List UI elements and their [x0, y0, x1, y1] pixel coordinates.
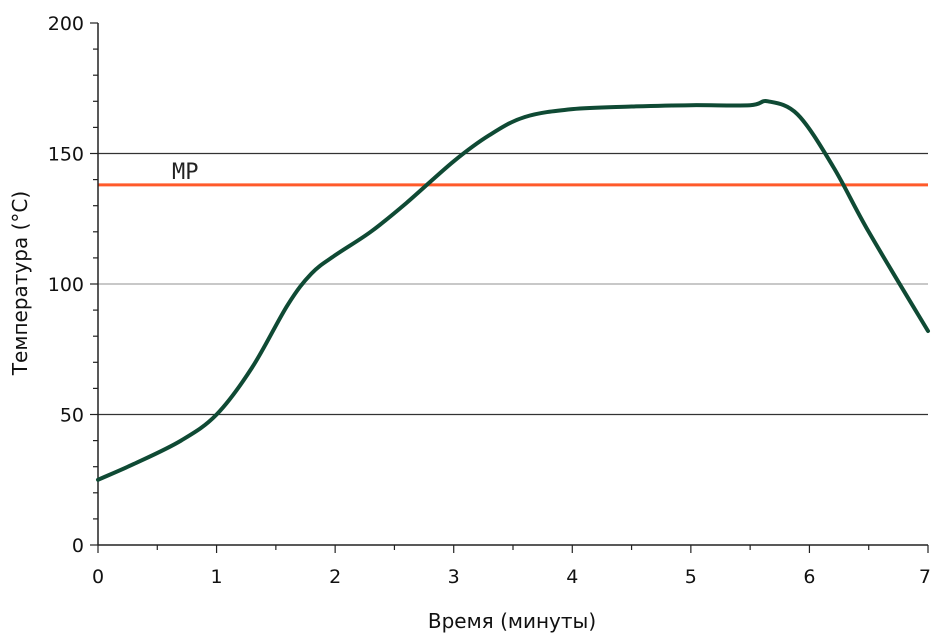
x-axis-ticks: 0 1 2 3 4 5 6 7	[92, 545, 931, 588]
temperature-series-line	[96, 99, 930, 482]
x-tick-label: 0	[92, 566, 104, 588]
x-tick-label: 6	[803, 566, 815, 588]
y-tick-label: 200	[48, 13, 84, 35]
gridlines	[98, 152, 928, 416]
y-tick-label: 150	[48, 144, 84, 166]
y-tick-label: 0	[72, 535, 84, 557]
melting-point-line-group: MP	[98, 160, 928, 187]
x-tick-label: 7	[919, 566, 931, 588]
series-group	[96, 99, 930, 482]
x-tick-label: 4	[566, 566, 578, 588]
y-tick-label: 100	[48, 274, 84, 296]
x-axis-title: Время (минуты)	[428, 609, 596, 633]
y-axis-ticks: 0 50 100 150 200	[48, 13, 98, 557]
melting-point-label: MP	[172, 160, 199, 185]
x-tick-label: 3	[448, 566, 460, 588]
x-tick-label: 2	[329, 566, 341, 588]
y-tick-label: 50	[60, 405, 84, 427]
x-tick-label: 5	[685, 566, 697, 588]
x-tick-label: 1	[211, 566, 223, 588]
y-axis-title: Температура (°C)	[8, 191, 32, 376]
